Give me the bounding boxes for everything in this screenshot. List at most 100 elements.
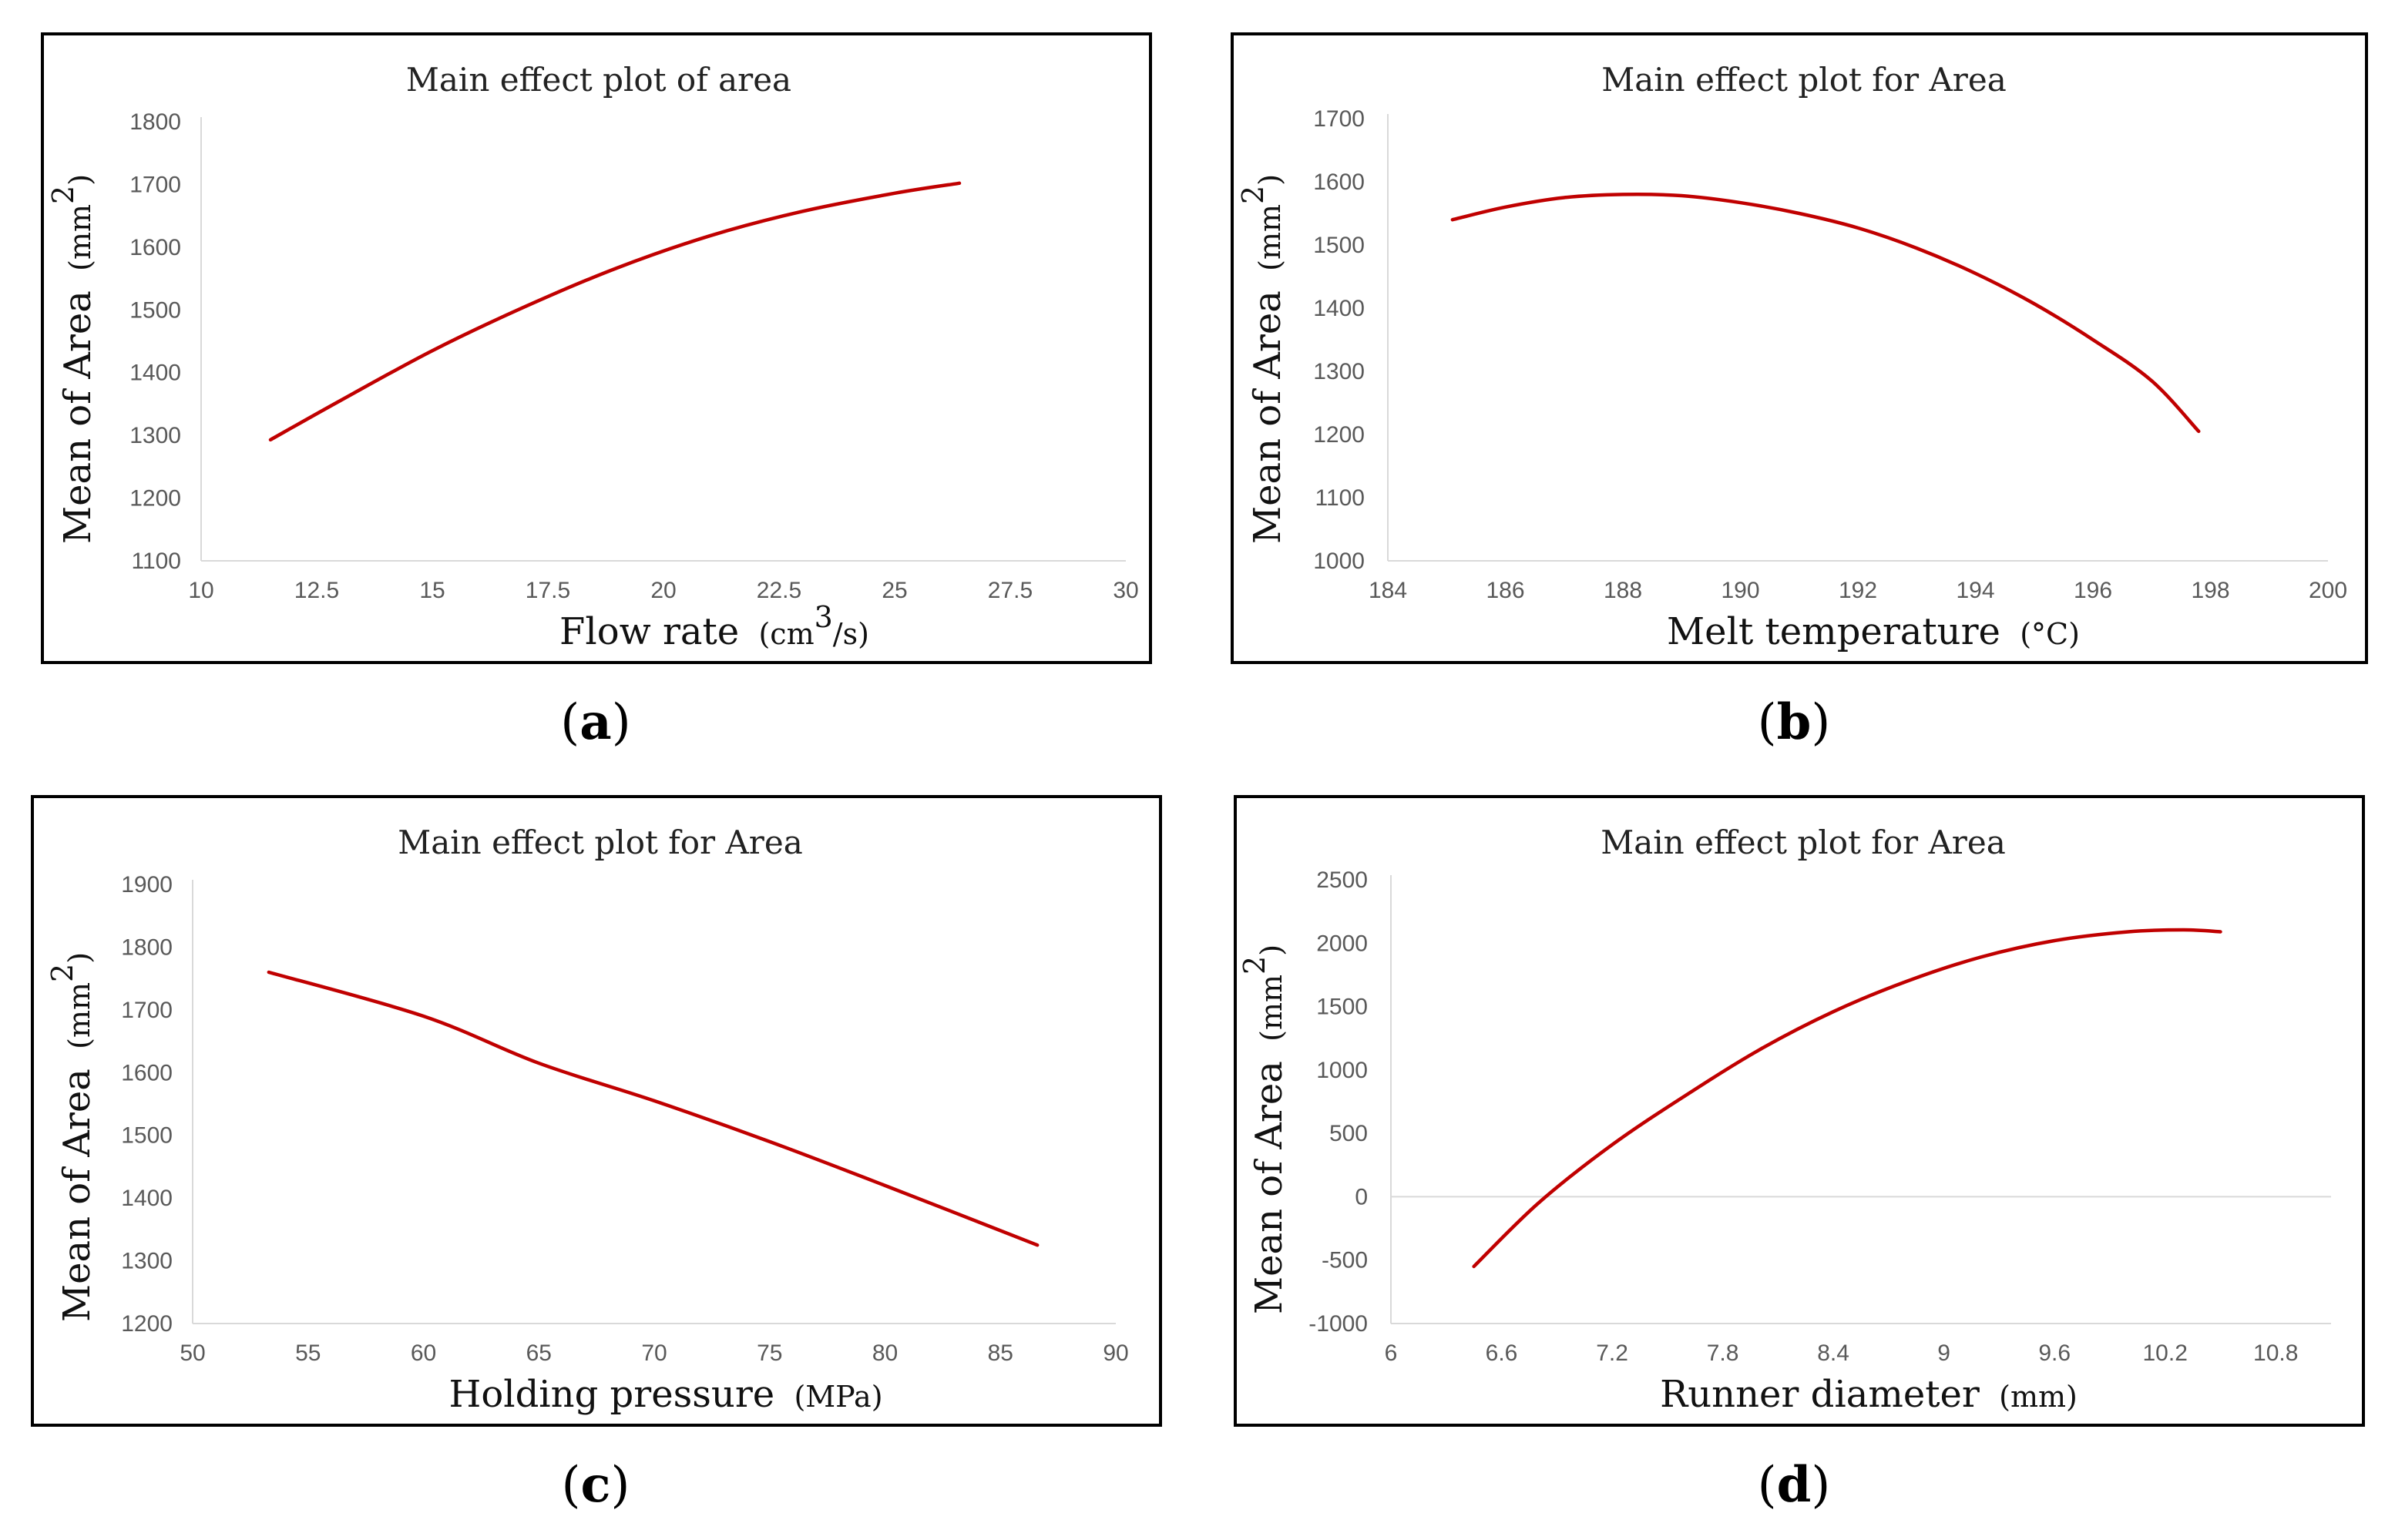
y-axis-unit-sup: 2 [1236, 186, 1270, 204]
x-axis-unit: (°C) [2020, 617, 2080, 651]
x-axis-ticks: 10 12.5 15 17.5 20 22.5 25 27.5 30 [188, 578, 1138, 603]
x-tick-label: 194 [1956, 578, 1994, 603]
x-tick-label: 8.4 [1817, 1340, 1849, 1366]
chart-panel-b: Main effect plot for Area 1700 1600 1500 14… [1231, 32, 2368, 664]
caption-letter: b [1776, 693, 1812, 751]
y-tick-label: 1900 [121, 872, 173, 897]
y-tick-label: 1600 [129, 235, 181, 260]
y-axis-unit: (mm [62, 982, 96, 1049]
y-axis-title: Mean of Area (mm2) [1236, 174, 1289, 544]
x-axis-unit-suffix: /s) [833, 617, 869, 651]
x-tick-label: 85 [988, 1340, 1013, 1366]
x-tick-label: 27.5 [988, 578, 1033, 603]
y-axis-unit-suffix: ) [1253, 174, 1287, 186]
x-tick-label: 65 [526, 1340, 552, 1366]
y-tick-label: 1400 [1313, 296, 1365, 321]
chart-title: Main effect plot for Area [398, 824, 803, 861]
chart-svg-d: Main effect plot for Area 25002000150010… [1238, 824, 2331, 1416]
y-tick-label: 1300 [129, 423, 181, 448]
y-tick-label: 1700 [129, 172, 181, 197]
x-axis-ticks: 50 55 60 65 70 75 80 85 90 [180, 1340, 1128, 1366]
x-tick-label: 10.2 [2143, 1340, 2188, 1366]
x-tick-label: 9 [1937, 1340, 1950, 1366]
x-tick-label: 55 [295, 1340, 321, 1366]
x-tick-label: 7.2 [1596, 1340, 1628, 1366]
x-axis-unit: (cm [758, 617, 814, 651]
y-axis-unit-sup: 2 [45, 964, 79, 982]
series-line [1450, 192, 2201, 434]
y-axis-unit: (mm [1255, 975, 1288, 1042]
y-tick-label: 1400 [121, 1186, 173, 1211]
y-tick-label: 1400 [129, 361, 181, 386]
y-axis-unit-suffix: ) [63, 174, 97, 186]
series-curve [267, 970, 1040, 1247]
y-tick-label: 1600 [1313, 169, 1365, 195]
x-tick-label: 25 [882, 578, 907, 603]
x-axis-unit: (MPa) [794, 1380, 882, 1414]
caption-d: (d) [1757, 1456, 1831, 1514]
x-tick-label: 190 [1721, 578, 1759, 603]
x-tick-label: 12.5 [294, 578, 339, 603]
y-tick-label: 1500 [129, 297, 181, 323]
x-tick-label: 186 [1486, 578, 1524, 603]
y-axis-label: Mean of Area [1246, 290, 1289, 544]
x-tick-label: 50 [180, 1340, 205, 1366]
x-tick-label: 184 [1369, 578, 1407, 603]
x-tick-label: 6.6 [1486, 1340, 1518, 1366]
y-axis-ticks: 2500 2000 1500 1000 500 0 -500 -1000 [1308, 867, 1368, 1337]
y-tick-label: 0 [1355, 1184, 1368, 1210]
y-tick-label: 1500 [1316, 995, 1368, 1020]
caption-a: (a) [560, 693, 631, 751]
series-line [268, 181, 962, 442]
series-curve [1472, 928, 2222, 1269]
axis-lines [192, 880, 1116, 1324]
x-tick-label: 6 [1385, 1340, 1398, 1366]
y-axis-unit: (mm [63, 204, 97, 271]
x-tick-label: 196 [2074, 578, 2112, 603]
chart-panel-d: Main effect plot for Area 2500 2000 1500 10… [1234, 795, 2365, 1427]
y-tick-label: 1700 [1313, 106, 1365, 132]
chart-title: Main effect plot for Area [1601, 61, 2007, 99]
series-line [267, 970, 1040, 1247]
x-tick-label: 30 [1113, 578, 1138, 603]
x-tick-label: 22.5 [757, 578, 801, 603]
caption-letter: c [580, 1456, 611, 1514]
y-tick-label: 1200 [121, 1311, 173, 1337]
x-axis-unit-sup: 3 [815, 600, 833, 634]
x-tick-label: 9.6 [2038, 1340, 2071, 1366]
y-axis-unit-suffix: ) [62, 952, 96, 964]
chart-svg-a: Main effect plot of area 1800 1700 1600 150… [46, 61, 1139, 653]
x-tick-label: 90 [1103, 1340, 1128, 1366]
x-tick-label: 188 [1604, 578, 1642, 603]
y-tick-label: 1000 [1313, 549, 1365, 574]
chart-panel-c: Main effect plot for Area 1900 1800 1700 16… [31, 795, 1162, 1427]
y-tick-label: 1100 [1315, 485, 1365, 511]
x-tick-label: 60 [411, 1340, 436, 1366]
caption-letter: d [1776, 1456, 1812, 1514]
y-tick-label: -1000 [1308, 1311, 1368, 1337]
x-tick-label: 15 [419, 578, 445, 603]
y-tick-label: 1100 [131, 549, 181, 574]
series-curve [268, 181, 962, 442]
axis-lines [1387, 114, 2328, 562]
axis-lines [200, 117, 1126, 562]
x-tick-label: 20 [650, 578, 676, 603]
y-axis-label: Mean of Area [1248, 1061, 1291, 1314]
y-tick-label: 1200 [129, 486, 181, 512]
y-tick-label: 1300 [121, 1249, 173, 1274]
y-tick-label: 2500 [1316, 867, 1368, 893]
axis-lines [1390, 875, 2331, 1324]
y-axis-unit-suffix: ) [1255, 944, 1288, 956]
x-axis-ticks: 184 186 188 190 192 194 196 198 200 [1369, 578, 2347, 603]
chart-title: Main effect plot for Area [1601, 824, 2006, 861]
y-tick-label: 1700 [121, 998, 173, 1023]
chart-svg-c: Main effect plot for Area 1900 1800 1700 16… [45, 824, 1129, 1416]
y-tick-label: 1800 [121, 934, 173, 960]
y-axis-unit-sup: 2 [46, 186, 80, 204]
x-axis-label: Melt temperature [1667, 610, 2000, 653]
y-axis-title: Mean of Area (mm2) [1238, 944, 1291, 1314]
y-tick-label: 1200 [1313, 422, 1365, 448]
x-tick-label: 17.5 [526, 578, 570, 603]
x-axis-title: Runner diameter (mm) [1660, 1373, 2078, 1416]
x-tick-label: 198 [2191, 578, 2229, 603]
